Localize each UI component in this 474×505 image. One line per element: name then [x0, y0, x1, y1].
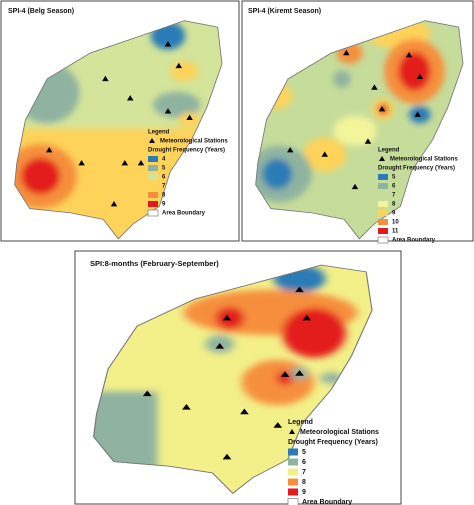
legend-swatch — [288, 468, 298, 476]
legend-label: Meteorological Stations — [160, 139, 228, 145]
legend-swatch — [288, 478, 298, 486]
legend-label: Area Boundary — [162, 211, 206, 217]
legend-swatch — [378, 192, 388, 198]
legend-label: 9 — [162, 202, 166, 208]
legend-subtitle: Drought Frequency (Years) — [148, 148, 225, 154]
legend-title: Legend — [378, 148, 400, 154]
legend-swatch — [148, 183, 158, 189]
station-symbol — [289, 429, 295, 434]
legend-swatch — [377, 236, 389, 244]
legend-swatch — [288, 448, 298, 456]
legend-label: Area Boundary — [302, 499, 352, 505]
legend-label: 11 — [392, 229, 399, 235]
legend-swatch — [378, 228, 388, 234]
legend-swatch — [148, 201, 158, 207]
legend-swatch — [148, 156, 158, 162]
legend-label: 6 — [392, 184, 396, 190]
legend-swatch — [288, 488, 298, 496]
legend-swatch — [378, 201, 388, 207]
panel-title: SPI-4 (Belg Season) — [8, 8, 74, 15]
legend-swatch — [378, 219, 388, 225]
panel-title: SPI-4 (Kiremt Season) — [248, 8, 321, 15]
legend-label: 9 — [302, 489, 306, 496]
legend-swatch — [147, 209, 159, 217]
legend-subtitle: Drought Frequency (Years) — [288, 439, 378, 446]
legend-label: 7 — [392, 193, 396, 199]
legend-label: 7 — [302, 469, 306, 476]
legend-label: 6 — [302, 459, 306, 466]
legend-label: 8 — [302, 479, 306, 486]
legend-label: 5 — [302, 449, 306, 456]
legend-label: 10 — [392, 220, 399, 226]
legend-swatch — [288, 458, 298, 466]
station-symbol — [149, 138, 155, 143]
panel-title: SPI:8-months (February-September) — [90, 259, 219, 268]
legend-swatch — [378, 174, 388, 180]
legend-label: 9 — [392, 211, 396, 217]
legend-label: Meteorological Stations — [390, 157, 458, 163]
legend-title: Legend — [288, 419, 313, 426]
legend-swatch — [378, 210, 388, 216]
legend-label: 4 — [162, 157, 166, 163]
legend: Legend Meteorological Stations Drought Fre… — [287, 419, 379, 505]
legend-label: 8 — [392, 202, 396, 208]
legend-label: 5 — [162, 166, 166, 172]
legend: Legend Meteorological Stations Drought Fre… — [147, 130, 228, 217]
legend-swatch — [148, 174, 158, 180]
legend-label: 8 — [162, 193, 166, 199]
legend-swatch — [287, 498, 299, 505]
station-symbol — [379, 156, 385, 161]
legend-swatch — [148, 192, 158, 198]
legend-label: 5 — [392, 175, 396, 181]
legend-label: 7 — [162, 184, 166, 190]
legend-label: Meteorological Stations — [300, 429, 379, 436]
legend-swatch — [378, 183, 388, 189]
legend-subtitle: Drought Frequency (Years) — [378, 166, 455, 172]
legend-title: Legend — [148, 130, 170, 136]
legend: Legend Meteorological Stations Drought Fre… — [377, 148, 458, 244]
legend-swatch — [148, 165, 158, 171]
legend-label: 6 — [162, 175, 166, 181]
legend-label: Area Boundary — [392, 238, 436, 244]
